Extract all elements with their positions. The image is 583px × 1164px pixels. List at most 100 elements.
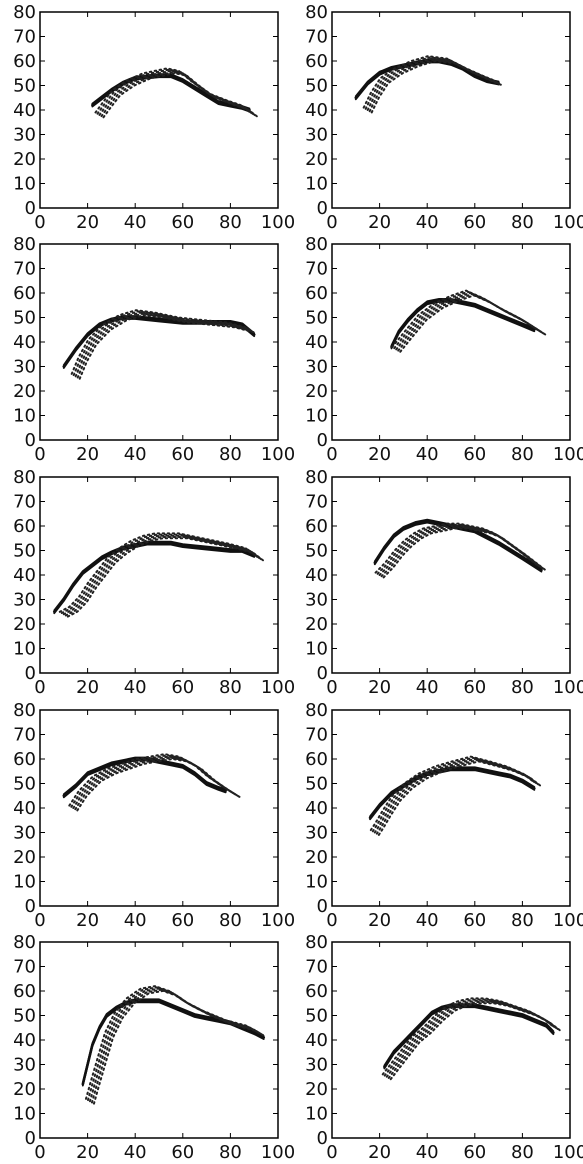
y-tick-label: 20 xyxy=(13,149,36,170)
panel-8: 0 20 40 60 80 100 0 10 20 30 40 50 60 70 80 xyxy=(305,700,583,931)
series-2-dotted-trace-1 xyxy=(94,67,252,114)
x-tick-label: 100 xyxy=(553,910,583,931)
x-tick-label: 20 xyxy=(76,677,99,698)
y-tick-label: 70 xyxy=(13,957,36,978)
series-2-dotted-trace-3 xyxy=(385,999,557,1078)
y-tick-label: 80 xyxy=(305,700,328,721)
y-tick-label: 30 xyxy=(305,125,328,146)
panel-7: 0 20 40 60 80 100 0 10 20 30 40 50 60 70 80 xyxy=(13,700,295,931)
y-tick-label: 40 xyxy=(305,1030,328,1051)
y-tick-label: 80 xyxy=(13,2,36,23)
x-tick-label: 80 xyxy=(511,910,534,931)
y-tick-label: 50 xyxy=(305,76,328,97)
panel-3: 0 20 40 60 80 100 0 10 20 30 40 50 60 70 80 xyxy=(13,234,295,465)
y-tick-label: 50 xyxy=(305,1006,328,1027)
y-tick-label: 40 xyxy=(13,565,36,586)
x-tick-label: 100 xyxy=(553,444,583,465)
y-tick-label: 10 xyxy=(305,174,328,195)
y-tick-label: 40 xyxy=(13,798,36,819)
y-tick-label: 40 xyxy=(305,100,328,121)
y-tick-label: 60 xyxy=(13,516,36,537)
x-tick-label: 0 xyxy=(326,910,337,931)
y-tick-label: 70 xyxy=(305,957,328,978)
x-tick-label: 40 xyxy=(124,1142,147,1163)
x-tick-label: 0 xyxy=(34,910,45,931)
x-tick-label: 80 xyxy=(219,444,242,465)
x-tick-label: 0 xyxy=(34,1142,45,1163)
y-tick-label: 50 xyxy=(13,541,36,562)
x-tick-label: 100 xyxy=(261,444,295,465)
y-tick-label: 10 xyxy=(305,406,328,427)
series-2-dotted-trace-1 xyxy=(381,997,553,1076)
x-tick-label: 60 xyxy=(171,444,194,465)
panel-5: 0 20 40 60 80 100 0 10 20 30 40 50 60 70 80 xyxy=(13,467,295,698)
x-tick-label: 60 xyxy=(463,910,486,931)
x-tick-label: 40 xyxy=(124,212,147,233)
x-tick-label: 100 xyxy=(261,677,295,698)
y-tick-label: 0 xyxy=(317,663,328,684)
y-tick-label: 60 xyxy=(13,51,36,72)
y-tick-label: 70 xyxy=(305,27,328,48)
y-tick-label: 80 xyxy=(13,467,36,488)
y-tick-label: 10 xyxy=(305,872,328,893)
series-2-dotted-trace-2 xyxy=(96,68,254,115)
panel-4: 0 20 40 60 80 100 0 10 20 30 40 50 60 70 80 xyxy=(305,234,583,465)
series-2-dotted-trace-5 xyxy=(370,59,504,114)
y-tick-label: 30 xyxy=(13,125,36,146)
x-tick-label: 80 xyxy=(219,910,242,931)
x-tick-label: 40 xyxy=(124,444,147,465)
series-2-dotted-trace-3 xyxy=(74,311,251,378)
panel-9: 0 20 40 60 80 100 0 10 20 30 40 50 60 70 80 xyxy=(13,932,295,1163)
y-tick-label: 40 xyxy=(13,1030,36,1051)
y-tick-label: 30 xyxy=(13,357,36,378)
panel-2: 0 20 40 60 80 100 0 10 20 30 40 50 60 70 80 xyxy=(305,2,583,233)
y-tick-label: 60 xyxy=(305,749,328,770)
x-tick-label: 40 xyxy=(124,910,147,931)
x-tick-label: 100 xyxy=(553,677,583,698)
series-2-dotted-trace-2 xyxy=(383,998,555,1077)
y-tick-label: 20 xyxy=(13,1079,36,1100)
y-tick-label: 40 xyxy=(305,565,328,586)
series-2-dotted-trace-4 xyxy=(387,1001,559,1079)
series-2-dotted-trace-1 xyxy=(391,289,539,348)
x-tick-label: 80 xyxy=(219,212,242,233)
y-tick-label: 50 xyxy=(305,308,328,329)
y-tick-label: 60 xyxy=(305,981,328,1002)
y-tick-label: 70 xyxy=(305,259,328,280)
y-tick-label: 0 xyxy=(317,198,328,219)
y-tick-label: 50 xyxy=(305,774,328,795)
x-tick-label: 20 xyxy=(76,212,99,233)
series-2-dotted-trace-1 xyxy=(70,309,247,375)
y-tick-label: 50 xyxy=(305,541,328,562)
panel-10: 0 20 40 60 80 100 0 10 20 30 40 50 60 70 80 xyxy=(305,932,583,1163)
x-tick-label: 80 xyxy=(511,1142,534,1163)
series-2-dotted-trace-5 xyxy=(102,72,260,119)
y-tick-label: 80 xyxy=(13,932,36,953)
y-tick-label: 20 xyxy=(305,381,328,402)
x-tick-label: 80 xyxy=(511,677,534,698)
y-tick-label: 70 xyxy=(305,725,328,746)
y-tick-label: 30 xyxy=(305,1055,328,1076)
y-tick-label: 40 xyxy=(305,798,328,819)
y-tick-label: 60 xyxy=(13,981,36,1002)
y-tick-label: 70 xyxy=(13,27,36,48)
x-tick-label: 0 xyxy=(326,444,337,465)
x-tick-label: 40 xyxy=(416,1142,439,1163)
x-tick-label: 0 xyxy=(326,1142,337,1163)
y-tick-label: 30 xyxy=(13,590,36,611)
series-2-dotted-trace-4 xyxy=(397,293,545,352)
y-tick-label: 10 xyxy=(13,639,36,660)
y-tick-label: 10 xyxy=(305,639,328,660)
y-tick-label: 50 xyxy=(13,76,36,97)
x-tick-label: 100 xyxy=(261,1142,295,1163)
x-tick-label: 0 xyxy=(34,677,45,698)
y-tick-label: 0 xyxy=(25,198,36,219)
x-tick-label: 20 xyxy=(76,910,99,931)
y-tick-label: 20 xyxy=(305,847,328,868)
x-tick-label: 0 xyxy=(34,444,45,465)
y-tick-label: 0 xyxy=(317,1128,328,1149)
x-tick-label: 0 xyxy=(326,677,337,698)
y-tick-label: 0 xyxy=(25,430,36,451)
y-tick-label: 0 xyxy=(317,430,328,451)
